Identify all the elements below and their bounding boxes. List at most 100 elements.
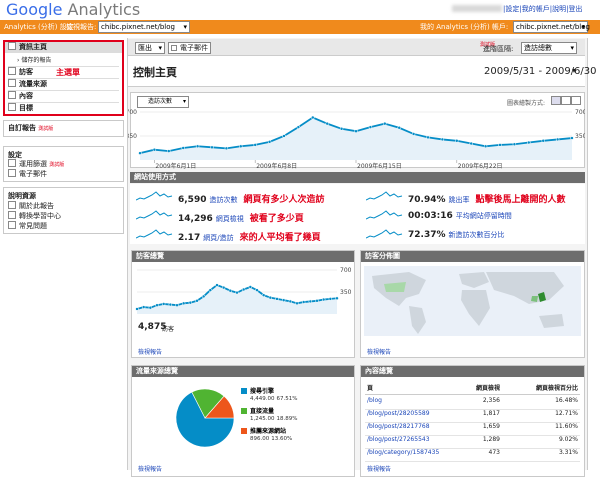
report-link[interactable]: 檢視報告: [367, 349, 392, 356]
point: [311, 115, 315, 120]
point: [152, 147, 157, 152]
point: [268, 295, 273, 300]
annotation: 來的人平均看了幾頁: [239, 233, 321, 243]
metric-select[interactable]: 造訪次數: [137, 96, 189, 108]
date-arrow[interactable]: ▾: [572, 66, 577, 75]
help-label: 關於此報告: [19, 202, 54, 210]
x-tick-label: 2009年6月22日: [458, 162, 503, 170]
menu-item[interactable]: › 儲存的報告: [17, 57, 52, 64]
settings-label: 運用篩選: [19, 160, 47, 168]
menu-item[interactable]: 訪客 主選單: [8, 66, 119, 78]
sparkline: [366, 229, 403, 239]
profile-select[interactable]: chibc.pixnet.net/blog: [98, 21, 190, 33]
top-link[interactable]: 登出: [566, 5, 582, 13]
stat: 2.17 網頁/造訪 來的人平均看了幾頁: [178, 230, 321, 243]
menu-item[interactable]: 資訊主頁: [5, 42, 122, 53]
table-cell: 網頁檢視百分比: [535, 385, 578, 392]
icon: [8, 201, 16, 209]
point: [215, 283, 219, 287]
icon: [8, 91, 16, 99]
settings-item[interactable]: 電子郵件: [8, 169, 47, 179]
annotation: 主選單: [56, 68, 80, 77]
table-cell[interactable]: /blog/post/28217768: [367, 423, 430, 430]
beta-text: 測試版: [480, 42, 496, 48]
report-link[interactable]: 檢視報告: [367, 466, 392, 473]
report-link[interactable]: 檢視報告: [138, 349, 163, 356]
percent-label: 13.60%: [271, 436, 292, 442]
menu-item[interactable]: 內容: [8, 90, 119, 102]
settings-label: 電子郵件: [19, 170, 47, 178]
beta-badge: 測試版: [38, 126, 54, 132]
highlighted-country: [531, 296, 538, 302]
point: [339, 127, 344, 131]
panel-header: 訪客總覽: [132, 251, 354, 262]
sparkline: [136, 191, 173, 201]
y-tick-label: 350: [340, 289, 352, 296]
graph-icon[interactable]: [551, 96, 561, 105]
icon: [8, 221, 16, 229]
help-label: 轉換學習中心: [19, 212, 61, 220]
stat-label[interactable]: 造訪次數: [209, 196, 238, 204]
top-link[interactable]: 設定: [503, 5, 519, 13]
point: [188, 300, 193, 305]
y-tick-label: 700: [128, 109, 137, 116]
world-map: [364, 266, 581, 336]
graph-icon[interactable]: [561, 96, 571, 105]
visitors-chart: 700 350: [135, 267, 352, 314]
beta-badge: 測試版: [49, 162, 65, 168]
menu-label: 訪客: [19, 68, 33, 76]
email-button[interactable]: 電子郵件: [168, 42, 211, 54]
stat-label[interactable]: 網頁/造訪: [203, 234, 234, 242]
report-link[interactable]: 檢視報告: [138, 466, 163, 473]
table-header: 頁 網頁檢視 網頁檢視百分比: [365, 383, 580, 395]
point: [570, 136, 574, 140]
point: [141, 305, 146, 309]
settings-item[interactable]: 運用篩選 測試版: [8, 159, 64, 169]
table-cell[interactable]: /blog/post/27265543: [367, 436, 430, 443]
sparkline: [136, 229, 173, 239]
stat: 00:03:16 平均網站停留時間: [408, 211, 512, 221]
top-link[interactable]: 說明: [550, 5, 566, 13]
menu-label: 流量來源: [19, 80, 47, 88]
point: [354, 129, 358, 133]
export-button[interactable]: 匯出: [135, 42, 165, 54]
custom-reports[interactable]: 自訂報告 測試版: [3, 120, 124, 137]
table-cell: 16.48%: [555, 397, 578, 404]
point: [239, 144, 243, 149]
x-tick-label: 2009年6月1日: [155, 162, 196, 170]
legend-name: 搜尋引擎: [250, 387, 274, 395]
stat-label[interactable]: 新造訪次數百分比: [448, 231, 505, 239]
menu-item[interactable]: 目標: [8, 102, 119, 114]
area: [140, 117, 572, 160]
stat-value: 70.94%: [408, 195, 446, 205]
y-tick-label: 350: [128, 133, 137, 140]
point: [181, 301, 186, 306]
legend-name: 推薦來源網站: [250, 427, 286, 435]
stat-label[interactable]: 平均網站停留時間: [455, 212, 512, 220]
stat-label[interactable]: 跳出率: [448, 196, 470, 204]
account-select[interactable]: chibc.pixnet.net/blog: [513, 21, 590, 33]
stat-label[interactable]: 網頁檢視: [215, 215, 244, 223]
help-item[interactable]: 關於此報告: [8, 201, 54, 211]
table-cell[interactable]: /blog/category/1587435: [367, 449, 440, 456]
beta-badge: 測試版: [480, 40, 495, 48]
logo: Google Analytics: [6, 0, 140, 19]
point: [296, 125, 301, 129]
settings-link[interactable]: Analytics (分析) 設定: [4, 23, 74, 31]
graph-icon[interactable]: [571, 96, 581, 105]
table-cell[interactable]: /blog: [367, 397, 382, 404]
segment-select[interactable]: 造訪總數: [521, 42, 577, 54]
table-cell[interactable]: /blog/post/28205589: [367, 410, 430, 417]
pie-slice: [175, 391, 235, 448]
stat-value: 2.17: [178, 233, 201, 243]
top-link[interactable]: 我的帳戶: [519, 5, 549, 13]
table-cell: 1,817: [482, 410, 500, 417]
help-item[interactable]: 常見問題: [8, 221, 47, 231]
x-tick-label: 2009年6月15日: [357, 162, 402, 170]
point: [224, 146, 229, 151]
point: [301, 300, 306, 304]
help-item[interactable]: 轉換學習中心: [8, 211, 61, 221]
menu-item[interactable]: 流量來源: [8, 78, 119, 90]
date-range[interactable]: 2009/5/31 - 2009/6/30: [484, 66, 597, 77]
point: [195, 299, 199, 303]
